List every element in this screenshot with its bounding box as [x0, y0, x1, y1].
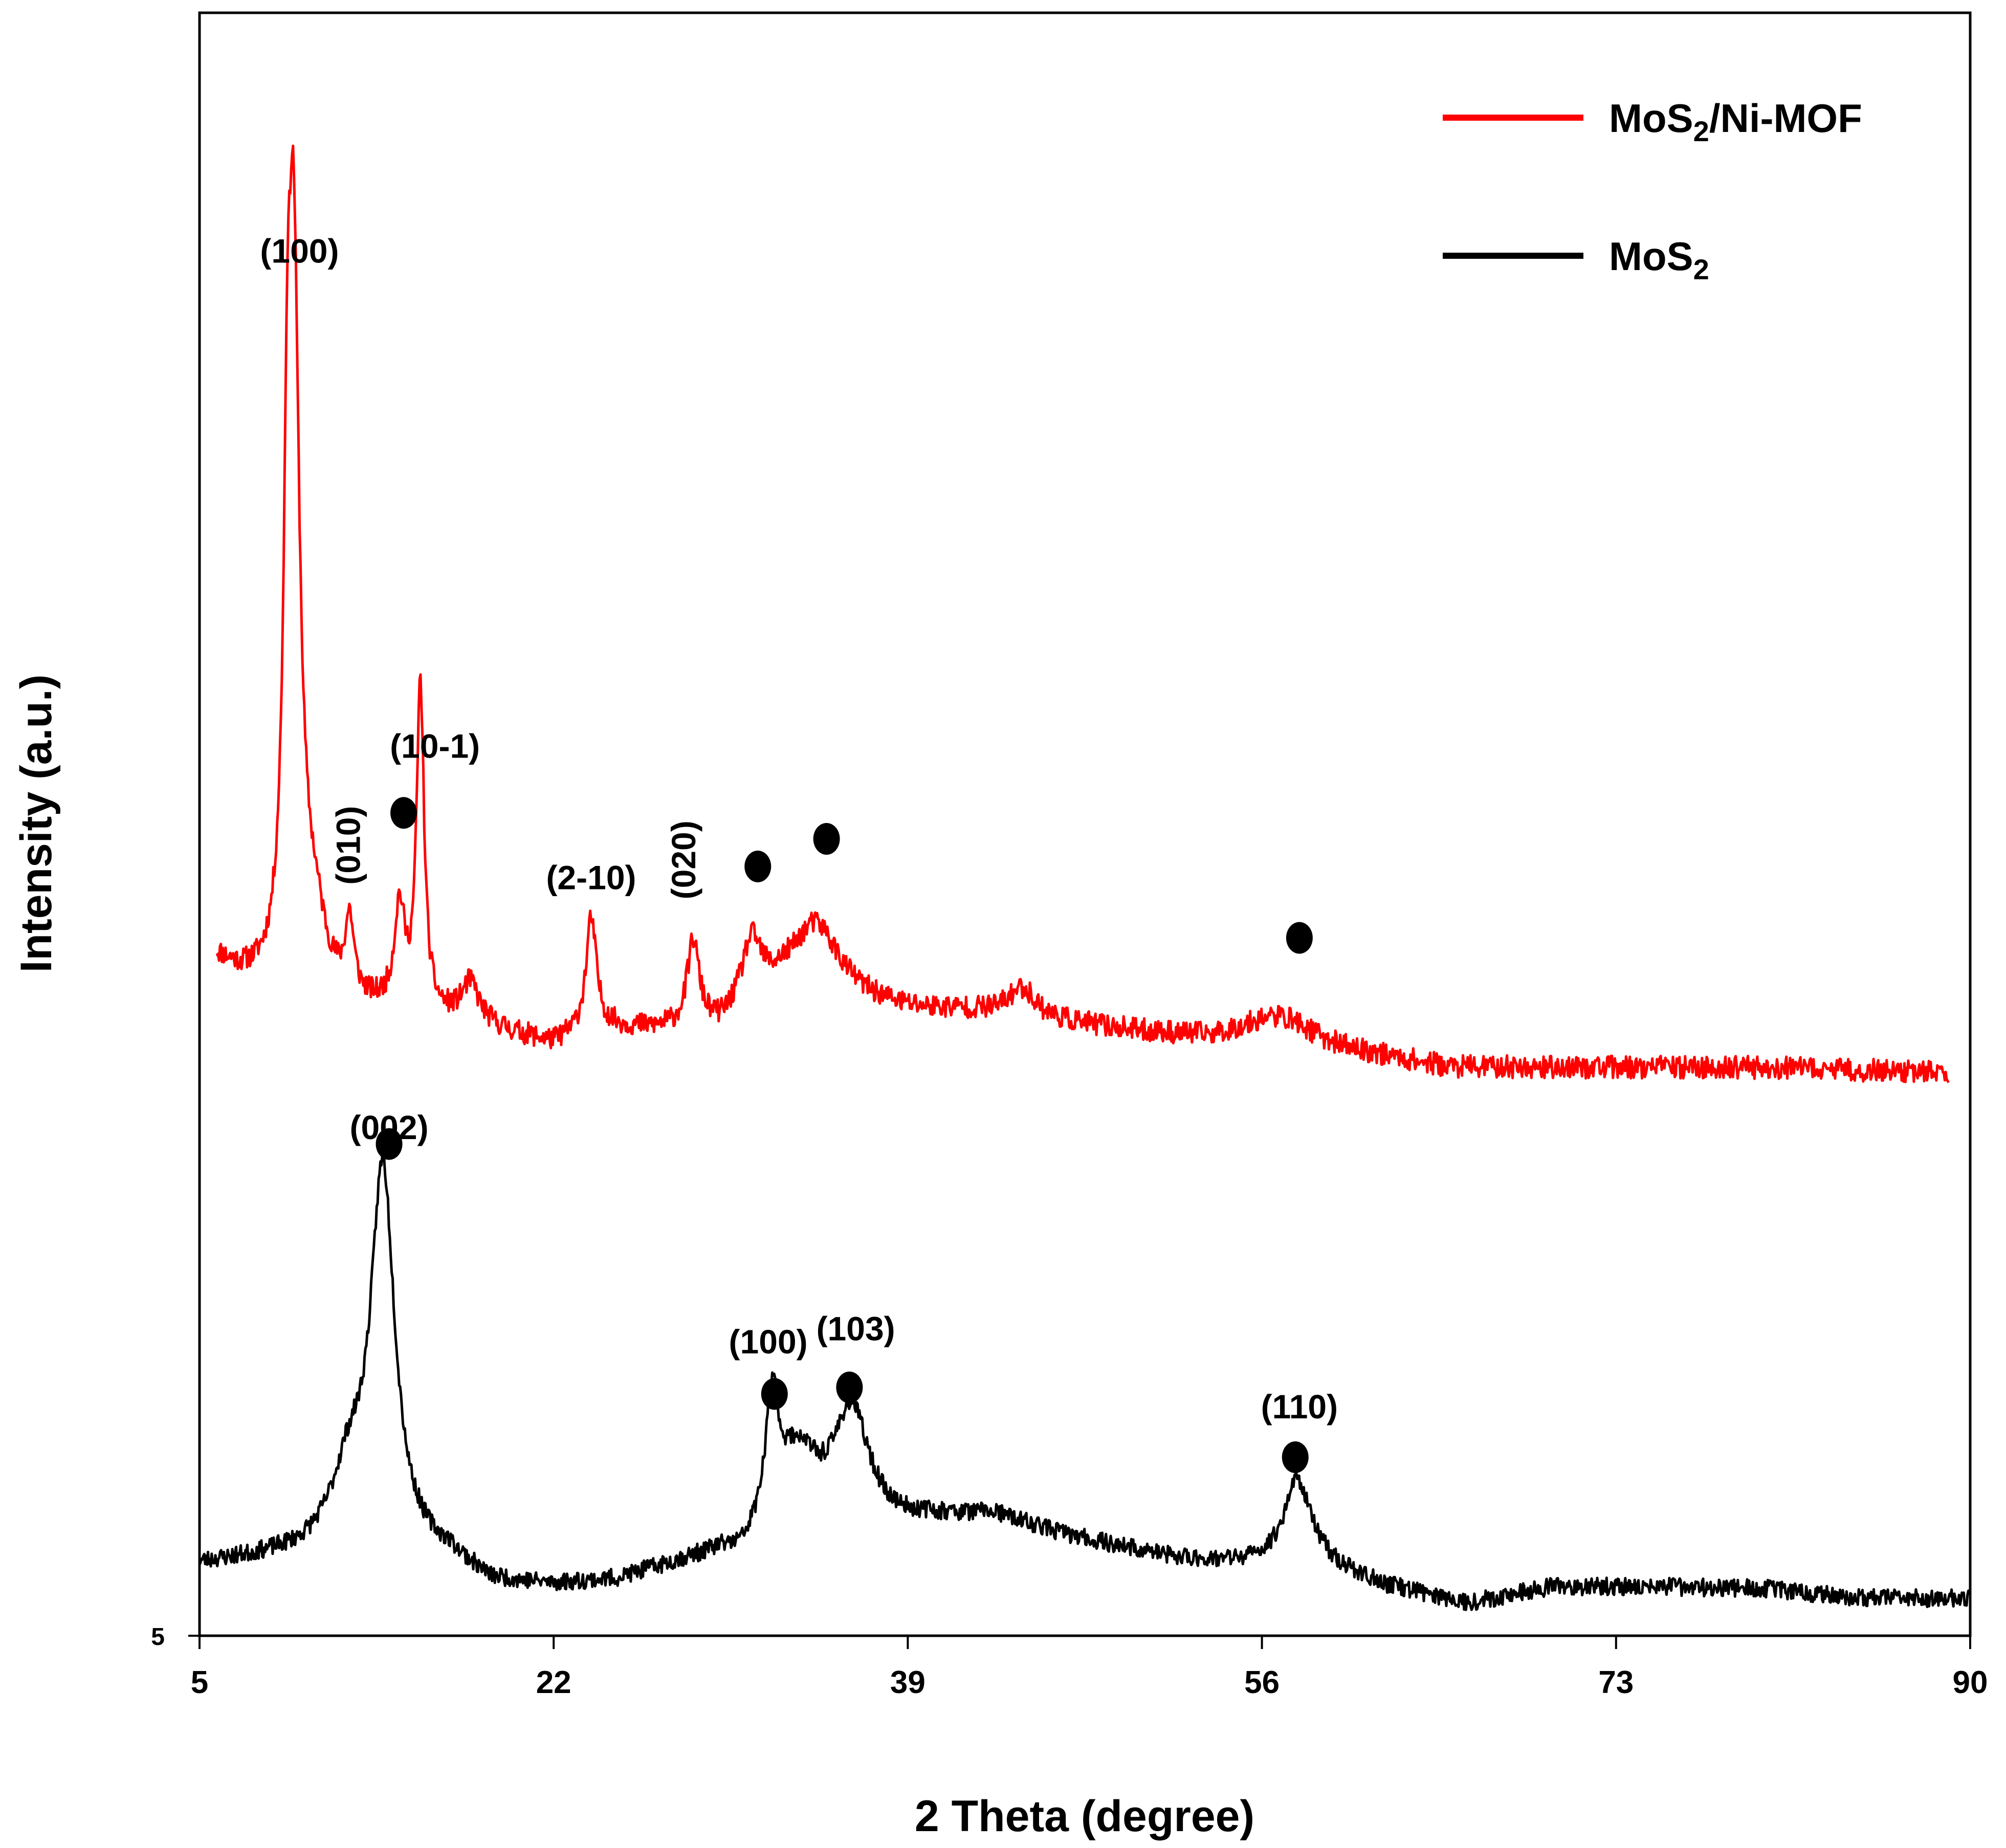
- series-line-0: [215, 144, 1950, 1083]
- phase-marker-dot: [390, 797, 417, 829]
- phase-marker-dot: [376, 1128, 403, 1160]
- peak-label: (100): [729, 1323, 808, 1361]
- x-tick-label: 39: [890, 1665, 925, 1700]
- y-tick-label: 5: [151, 1623, 165, 1651]
- phase-marker-dot: [744, 850, 771, 882]
- phase-marker-dot: [836, 1371, 863, 1404]
- y-axis-label: Intensity (a.u.): [12, 675, 61, 973]
- phase-marker-dot: [761, 1378, 788, 1410]
- x-tick-label: 56: [1244, 1665, 1280, 1700]
- peak-label: (020): [665, 820, 702, 899]
- peak-label: (103): [817, 1310, 895, 1348]
- peak-label: (100): [260, 232, 339, 270]
- phase-marker-dot: [1282, 1441, 1309, 1473]
- x-tick-label: 73: [1598, 1665, 1634, 1700]
- peak-label: (10-1): [390, 727, 480, 765]
- peak-label: (110): [1261, 1388, 1338, 1426]
- series-line-1: [198, 1153, 1971, 1611]
- peak-label: (2-10): [546, 858, 636, 896]
- legend-label: MoS2: [1609, 234, 1709, 285]
- x-tick-label: 90: [1953, 1665, 1988, 1700]
- legend-label: MoS2/Ni-MOF: [1609, 96, 1862, 147]
- x-tick-label: 5: [191, 1665, 208, 1700]
- phase-marker-dot: [1286, 922, 1313, 954]
- plot-frame: [198, 11, 1972, 1637]
- x-tick-label: 22: [536, 1665, 571, 1700]
- x-axis-label: 2 Theta (degree): [915, 1792, 1254, 1841]
- phase-marker-dot: [813, 823, 840, 855]
- peak-label: (010): [329, 806, 367, 885]
